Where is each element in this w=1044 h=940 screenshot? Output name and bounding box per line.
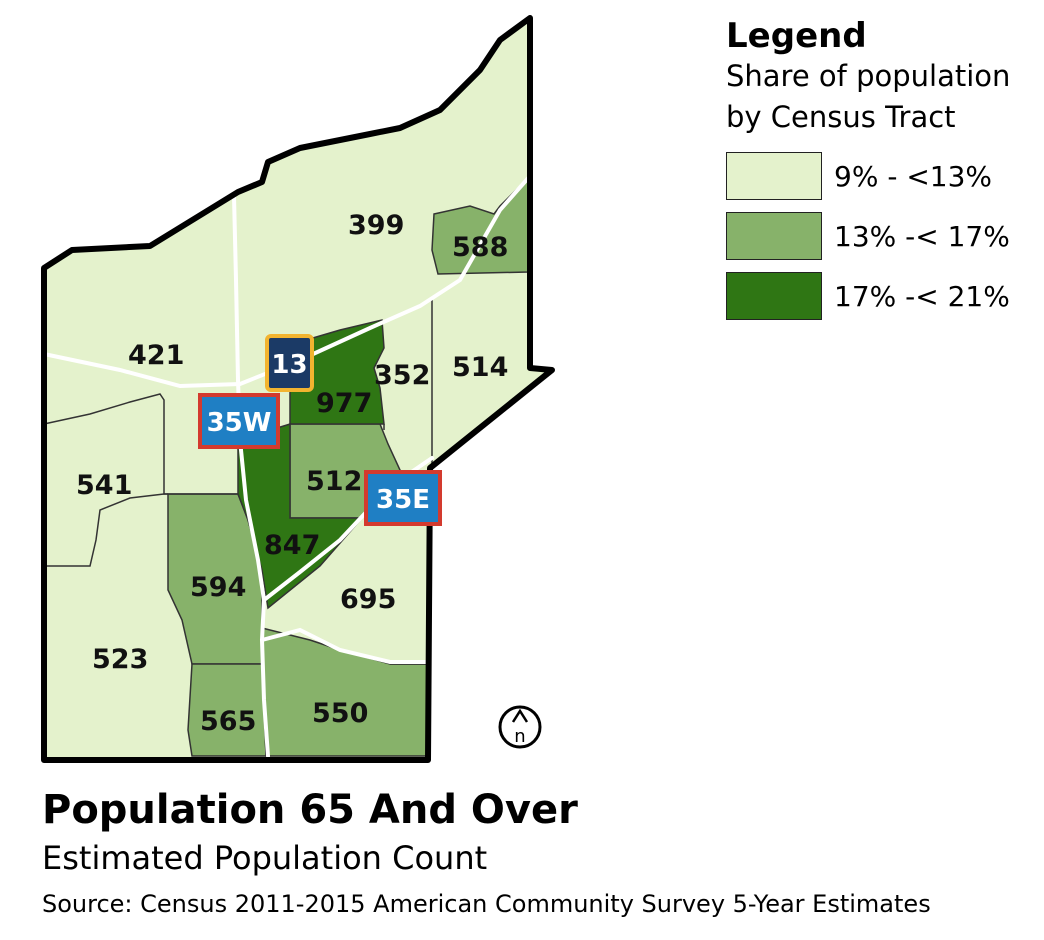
tract-label-352: 352 bbox=[374, 360, 430, 391]
tract-565-area bbox=[187, 663, 267, 757]
tract-label-512: 512 bbox=[306, 466, 362, 497]
shield-13: 13 bbox=[265, 334, 314, 392]
tract-label-695: 695 bbox=[340, 584, 396, 615]
north-arrow-icon: n bbox=[498, 705, 542, 749]
north-arrow-label: n bbox=[514, 726, 525, 747]
map-subtitle: Estimated Population Count bbox=[42, 839, 488, 877]
shield-35w: 35W bbox=[198, 393, 280, 449]
tract-label-977: 977 bbox=[316, 388, 372, 419]
legend-title: Legend bbox=[726, 16, 867, 56]
tract-label-523: 523 bbox=[92, 644, 148, 675]
tract-label-514: 514 bbox=[452, 352, 508, 383]
legend-item-label: 13% -< 17% bbox=[834, 219, 1010, 253]
shield-35e-label: 35E bbox=[376, 485, 430, 515]
map: 399 588 421 352 514 977 541 512 847 594 … bbox=[41, 15, 555, 763]
legend-swatch-high bbox=[726, 272, 822, 320]
shield-35e: 35E bbox=[364, 470, 442, 526]
tract-label-594: 594 bbox=[190, 572, 246, 603]
county-outline bbox=[41, 15, 555, 763]
legend-swatch-mid bbox=[726, 212, 822, 260]
legend-subtitle: Share of population by Census Tract bbox=[726, 59, 1011, 134]
shield-35w-label: 35W bbox=[207, 408, 272, 438]
legend-item: 9% - <13% bbox=[726, 146, 1044, 206]
tract-label-588: 588 bbox=[452, 232, 508, 263]
tract-label-541: 541 bbox=[76, 470, 132, 501]
tract-label-565: 565 bbox=[200, 706, 256, 737]
tract-847-area bbox=[237, 422, 364, 610]
tract-label-847: 847 bbox=[264, 530, 320, 561]
tract-label-399: 399 bbox=[348, 210, 404, 241]
map-title: Population 65 And Over bbox=[42, 787, 578, 833]
legend-item: 13% -< 17% bbox=[726, 206, 1044, 266]
legend-item: 17% -< 21% bbox=[726, 266, 1044, 326]
legend-swatch-low bbox=[726, 152, 822, 200]
map-source: Source: Census 2011-2015 American Commun… bbox=[42, 890, 931, 918]
legend: Legend Share of population by Census Tra… bbox=[726, 16, 1044, 326]
tract-labels: 399 588 421 352 514 977 541 512 847 594 … bbox=[76, 210, 508, 737]
legend-item-label: 9% - <13% bbox=[834, 159, 993, 193]
legend-item-label: 17% -< 21% bbox=[834, 279, 1010, 313]
shield-13-label: 13 bbox=[271, 350, 307, 380]
tract-label-421: 421 bbox=[128, 340, 184, 371]
tract-label-550: 550 bbox=[312, 698, 368, 729]
